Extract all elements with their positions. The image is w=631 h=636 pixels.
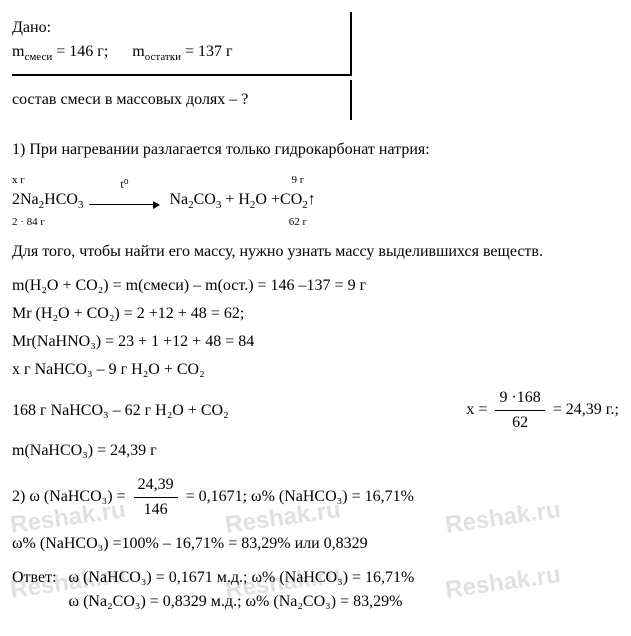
- prop-lhs: 168 г NaHCO₃ – 62 г H₂O + CO₂: [12, 399, 229, 423]
- lhs-mid: HCO: [44, 191, 78, 208]
- lhs-sub2: 3: [78, 199, 84, 211]
- plus1: +: [221, 191, 238, 208]
- step2-fraction: 24,39 146: [134, 473, 178, 522]
- rhs1b: CO: [194, 191, 216, 208]
- mr-h2o-co2: Mr (H₂O + CO₂) = 2 +12 + 48 = 62;: [12, 302, 619, 326]
- lhs-coef: 2Na: [12, 191, 39, 208]
- rhs1: Na: [169, 191, 188, 208]
- question-section: состав смеси в массовых долях – ?: [12, 80, 352, 120]
- answer-label: Ответ:: [12, 569, 57, 586]
- mass-diff: m(H₂O + CO₂) = m(смеси) – m(ост.) = 146 …: [12, 274, 619, 298]
- x-frac-den: 62: [495, 411, 544, 435]
- explanation: Для того, чтобы найти его массу, нужно у…: [12, 240, 619, 264]
- reaction-arrow: t⁰: [89, 189, 159, 213]
- lhs-formula: 2Na2HCO3: [12, 191, 83, 208]
- answer-line1: ω (NaHCO₃) = 0,1671 м.д.; ω% (NaHCO₃) = …: [69, 569, 415, 586]
- chemical-equation: x г 2Na2HCO3 2 · 84 г t⁰ Na2CO3 + H2O + …: [12, 172, 619, 231]
- m-mix-val: = 146 г;: [52, 43, 108, 60]
- step2-den: 146: [134, 498, 178, 522]
- up-arrow-icon: ↑: [308, 191, 316, 208]
- lhs-stack: x г 2Na2HCO3 2 · 84 г: [12, 172, 83, 231]
- m-rest-val: = 137 г: [181, 43, 233, 60]
- step2-num: 24,39: [134, 473, 178, 498]
- step2-after: = 0,1671; ω% (NaHCO₃) = 16,71%: [186, 489, 414, 506]
- x-fraction: 9 ·168 62: [495, 386, 544, 435]
- step2-line2: ω% (NaHCO₃) =100% – 16,71% = 83,29% или …: [12, 532, 619, 556]
- co2-under: 62 г: [280, 214, 316, 231]
- co2-stack: 9 г CO2↑ 62 г: [280, 172, 316, 231]
- x-eq-suffix: = 24,39 г.;: [553, 402, 619, 419]
- m-mix-sub: смеси: [24, 51, 52, 63]
- x-proportion: x г NaHCO₃ – 9 г H₂O + CO₂: [12, 358, 619, 382]
- rhs2: H: [238, 191, 250, 208]
- plus2: +: [267, 191, 280, 208]
- rhs2b: O: [255, 191, 267, 208]
- step1-title: 1) При нагревании разлагается только гид…: [12, 138, 619, 162]
- mr-nahco3: Mr(NaHNO₃) = 23 + 1 +12 + 48 = 84: [12, 330, 619, 354]
- co2-formula: CO2↑: [280, 191, 316, 208]
- m-rest-sub: остатки: [145, 51, 181, 63]
- rhs-formula: Na2CO3 + H2O +: [165, 188, 280, 214]
- arrow-label: t⁰: [120, 175, 128, 193]
- x-eq-prefix: x =: [466, 402, 491, 419]
- m-rest-symbol: m: [132, 43, 144, 60]
- nine-note: 9 г: [280, 172, 316, 189]
- rhs3: CO: [280, 191, 302, 208]
- answer-line2: ω (Na₂CO₃) = 0,8329 м.д.; ω% (Na₂CO₃) = …: [69, 593, 403, 610]
- lhs-under: 2 · 84 г: [12, 214, 83, 231]
- x-note: x г: [12, 172, 83, 189]
- answer-section: Ответ: ω (NaHCO₃) = 0,1671 м.д.; ω% (NaH…: [12, 566, 619, 614]
- x-frac-num: 9 ·168: [495, 386, 544, 411]
- mass-nahco3-result: m(NaHCO₃) = 24,39 г: [12, 439, 619, 463]
- given-section: Дано: mсмеси = 146 г; mостатки = 137 г: [12, 12, 352, 76]
- step2-prefix: 2) ω (NaHCO₃) =: [12, 489, 130, 506]
- proportion-solve: 168 г NaHCO₃ – 62 г H₂O + CO₂ x = 9 ·168…: [12, 386, 619, 435]
- given-label: Дано:: [12, 16, 342, 40]
- x-solution: x = 9 ·168 62 = 24,39 г.;: [466, 386, 619, 435]
- step2-line1: 2) ω (NaHCO₃) = 24,39 146 = 0,1671; ω% (…: [12, 473, 619, 522]
- question-text: состав смеси в массовых долях – ?: [12, 91, 248, 108]
- given-values: mсмеси = 146 г; mостатки = 137 г: [12, 40, 342, 66]
- m-mix-symbol: m: [12, 43, 24, 60]
